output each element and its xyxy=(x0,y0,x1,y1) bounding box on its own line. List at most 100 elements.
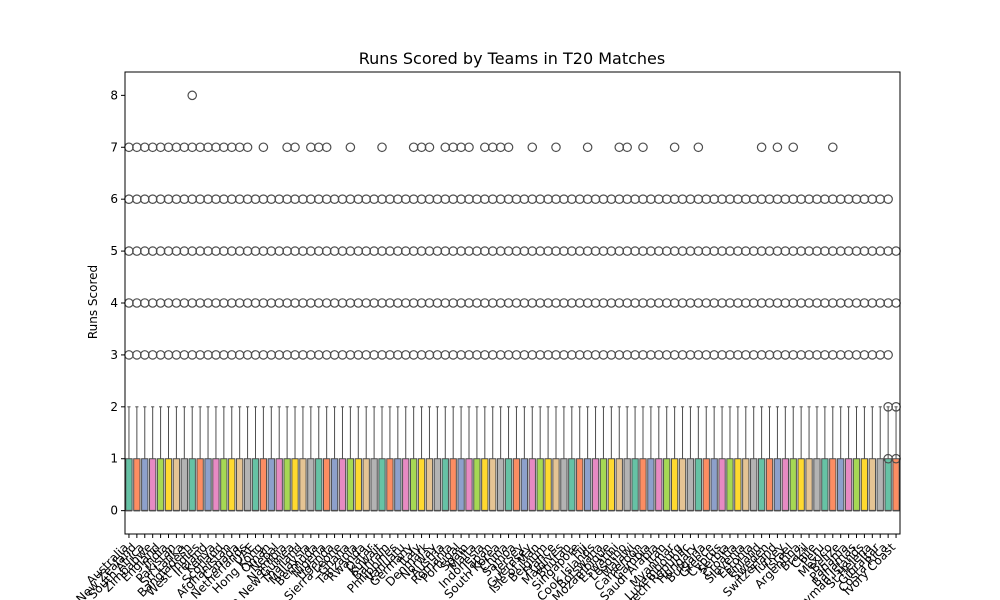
box-group xyxy=(132,142,142,512)
outlier-point xyxy=(448,350,458,360)
box-group xyxy=(559,194,569,512)
outlier-point xyxy=(669,194,680,204)
box xyxy=(631,458,639,512)
box xyxy=(307,458,315,512)
box xyxy=(599,458,608,512)
outlier-point xyxy=(195,350,205,360)
outlier-point xyxy=(440,194,451,204)
outlier-point xyxy=(748,246,759,256)
box-group xyxy=(709,194,719,512)
outlier-point xyxy=(408,246,419,256)
outlier-point xyxy=(313,246,324,256)
box-group xyxy=(654,194,664,512)
outlier-point xyxy=(195,142,205,153)
outlier-point xyxy=(179,298,190,308)
outlier-point xyxy=(891,298,901,308)
outlier-point xyxy=(345,350,356,360)
outlier-point xyxy=(827,142,838,153)
outlier-point xyxy=(859,246,870,256)
box-group xyxy=(472,194,482,512)
outlier-point xyxy=(234,142,245,153)
outlier-point xyxy=(646,246,656,256)
outlier-point xyxy=(179,350,190,360)
outlier-point xyxy=(219,142,229,153)
box xyxy=(813,458,821,512)
box xyxy=(765,458,774,512)
outlier-point xyxy=(780,350,791,360)
outlier-point xyxy=(219,350,229,360)
outlier-point xyxy=(638,194,648,204)
outlier-point xyxy=(274,194,285,204)
box-group xyxy=(274,194,285,512)
box xyxy=(299,458,307,512)
outlier-point xyxy=(393,246,403,256)
outlier-point xyxy=(219,298,229,308)
outlier-point xyxy=(408,194,419,204)
outlier-point xyxy=(622,142,632,153)
outlier-point xyxy=(543,298,553,308)
outlier-point xyxy=(440,298,451,308)
box-group xyxy=(298,194,308,512)
box xyxy=(394,458,402,512)
outlier-point xyxy=(298,350,308,360)
outlier-point xyxy=(480,350,490,360)
box-group xyxy=(306,142,316,512)
outlier-point xyxy=(226,298,237,308)
outlier-point xyxy=(598,246,609,256)
box-group xyxy=(155,142,166,512)
outlier-point xyxy=(369,298,379,308)
outlier-point xyxy=(282,142,292,153)
outlier-point xyxy=(147,142,158,153)
outlier-point xyxy=(234,350,245,360)
outlier-point xyxy=(187,350,198,360)
outlier-point xyxy=(764,246,775,256)
outlier-point xyxy=(250,350,261,360)
outlier-point xyxy=(661,350,672,360)
outlier-point xyxy=(661,298,672,308)
box xyxy=(512,458,521,512)
outlier-point xyxy=(582,298,593,308)
outlier-point xyxy=(258,350,269,360)
outlier-point xyxy=(361,246,371,256)
outlier-point xyxy=(827,194,838,204)
outlier-point xyxy=(487,142,498,153)
box-group xyxy=(535,194,545,512)
outlier-point xyxy=(480,298,490,308)
outlier-point xyxy=(369,246,379,256)
outlier-point xyxy=(258,142,269,153)
box xyxy=(734,458,742,512)
outlier-point xyxy=(551,298,561,308)
outlier-point xyxy=(677,298,688,308)
outlier-point xyxy=(630,298,640,308)
outlier-point xyxy=(535,298,545,308)
outlier-point xyxy=(187,90,198,101)
outlier-point xyxy=(764,350,775,360)
outlier-point xyxy=(147,298,158,308)
outlier-point xyxy=(234,194,245,204)
outlier-point xyxy=(219,194,229,204)
outlier-point xyxy=(385,350,395,360)
box-group xyxy=(891,246,901,512)
box-group xyxy=(543,194,553,512)
outlier-point xyxy=(519,246,530,256)
box xyxy=(228,458,236,512)
outlier-point xyxy=(139,194,150,204)
outlier-point xyxy=(654,194,664,204)
outlier-point xyxy=(622,298,632,308)
outlier-point xyxy=(337,350,348,360)
box-group xyxy=(171,142,182,512)
outlier-point xyxy=(329,298,340,308)
box-group xyxy=(574,194,585,512)
box xyxy=(236,458,244,512)
outlier-point xyxy=(187,298,198,308)
outlier-point xyxy=(527,298,538,308)
outlier-point xyxy=(456,142,466,153)
outlier-point xyxy=(725,298,735,308)
box xyxy=(149,458,157,512)
outlier-point xyxy=(242,246,253,256)
outlier-point xyxy=(171,350,182,360)
box-group xyxy=(329,194,340,512)
outlier-point xyxy=(393,298,403,308)
outlier-point xyxy=(701,350,712,360)
outlier-point xyxy=(313,194,324,204)
